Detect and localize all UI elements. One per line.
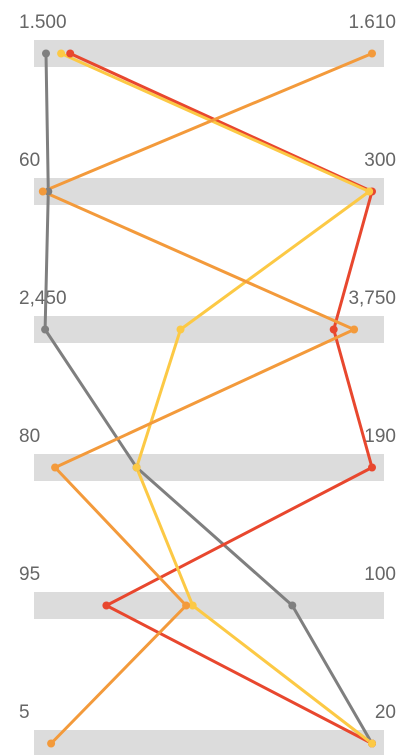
series-2-point-4: [368, 463, 376, 472]
series-1-point-5: [288, 601, 297, 610]
series-3-point-2: [365, 187, 374, 196]
axis-band-5: [34, 592, 384, 619]
series-3-point-3: [176, 325, 185, 334]
axis-1-max-label: 1.610: [348, 12, 396, 33]
series-2-point-3: [329, 325, 338, 334]
axis-5-max-label: 100: [364, 564, 396, 585]
series-4-point-1: [368, 49, 376, 58]
axis-2-min-label: 60: [19, 150, 40, 171]
axis-band-4: [34, 454, 384, 481]
series-lines: [41, 52, 374, 745]
axis-3-max-label: 3,750: [348, 288, 396, 309]
series-3-point-4: [132, 463, 141, 472]
series-points: [38, 49, 376, 748]
series-3-point-6: [368, 739, 376, 748]
axis-6-min-label: 5: [19, 702, 30, 723]
axis-band-3: [34, 316, 384, 343]
axis-tick-labels: 1.500 1.610 60 300 2,450 3,750 80 190 95 100 5 20: [19, 12, 396, 723]
series-2-point-5: [102, 601, 111, 610]
series-1-point-2: [44, 187, 53, 196]
series-4-point-5: [182, 601, 191, 610]
axis-band-1: [34, 40, 384, 67]
series-4-point-3: [350, 325, 359, 334]
axis-band-2: [34, 178, 384, 205]
axis-1-min-label: 1.500: [19, 12, 67, 33]
series-2-line: [68, 52, 374, 745]
axis-bands: [34, 40, 384, 755]
series-1-point-1: [42, 49, 50, 58]
series-2-point-1: [66, 49, 75, 58]
series-3-point-1: [57, 49, 66, 58]
series-3-line: [59, 52, 374, 745]
axis-4-max-label: 190: [364, 426, 396, 447]
series-1-point-3: [41, 325, 50, 334]
series-4-point-2: [38, 187, 47, 196]
series-3-point-5: [188, 601, 197, 610]
axis-5-min-label: 95: [19, 564, 40, 585]
axis-band-6: [34, 730, 384, 755]
axis-2-max-label: 300: [364, 150, 396, 171]
series-4-point-6: [47, 739, 56, 748]
series-4-line: [41, 52, 374, 745]
axis-4-min-label: 80: [19, 426, 40, 447]
axis-3-min-label: 2,450: [19, 288, 67, 309]
series-4-point-4: [51, 463, 60, 472]
axis-6-max-label: 20: [375, 702, 396, 723]
series-1-line: [43, 52, 374, 745]
